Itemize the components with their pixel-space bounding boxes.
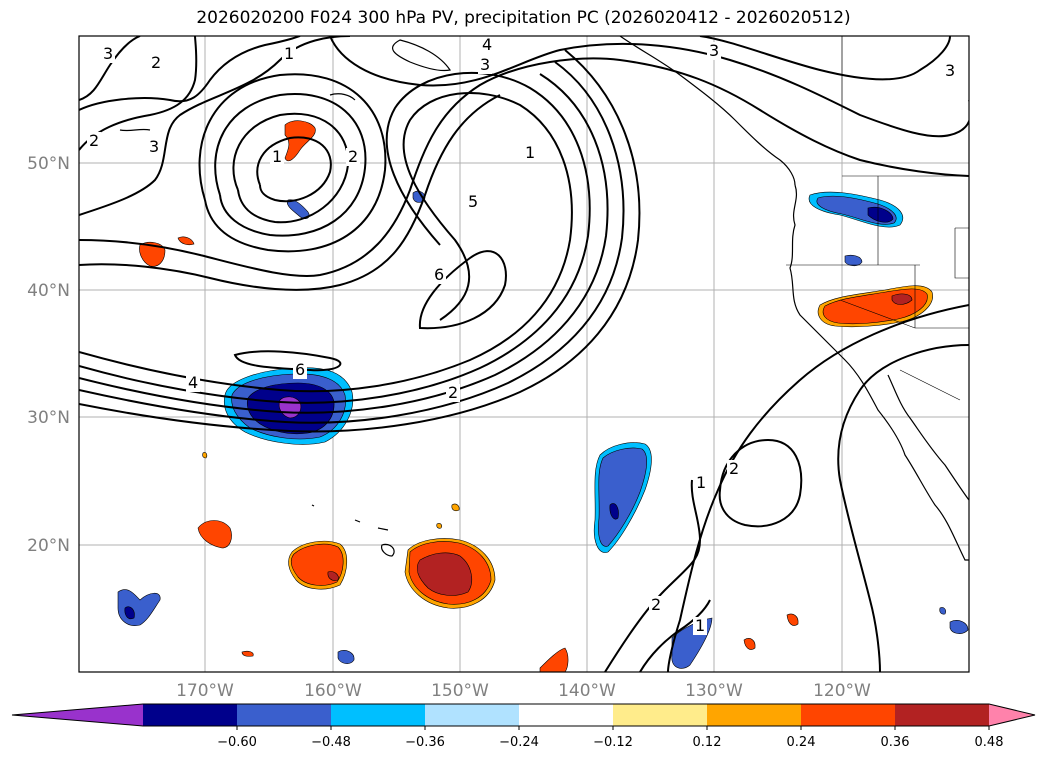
lon-label-140w: 140°W <box>558 681 616 701</box>
colorbar-tick-label: 0.48 <box>975 735 1004 750</box>
longitude-labels: 170°W 160°W 150°W 140°W 130°W 120°W <box>176 681 871 701</box>
colorbar-bin <box>237 704 332 726</box>
precip-positive-areas <box>139 120 933 672</box>
contour-label: 1 <box>696 473 706 492</box>
colorbar-tick-label: 0.24 <box>787 735 816 750</box>
colorbar-extend-max <box>989 704 1035 726</box>
contour-label: 3 <box>103 44 113 63</box>
lon-label-120w: 120°W <box>813 681 871 701</box>
precip-negative-areas <box>117 190 969 669</box>
contour-label: 2 <box>651 595 661 614</box>
contour-label: 1 <box>695 616 705 635</box>
contour-labels: 3 2 1 4 3 3 3 2 3 1 2 <box>87 35 957 635</box>
colorbar-tick-label: −0.24 <box>499 735 539 750</box>
contour-label: 5 <box>468 192 478 211</box>
contour-label: 3 <box>709 41 719 60</box>
contour-label: 3 <box>149 137 159 156</box>
contour-label: 2 <box>729 459 739 478</box>
colorbar-extend-min <box>12 704 143 726</box>
colorbar-tick-label: −0.12 <box>593 735 633 750</box>
colorbar-tick-label: 0.36 <box>881 735 910 750</box>
lon-label-130w: 130°W <box>685 681 743 701</box>
latitude-labels: 50°N 40°N 30°N 20°N <box>27 154 70 556</box>
colorbar-bin <box>613 704 708 726</box>
lon-label-170w: 170°W <box>176 681 234 701</box>
lon-label-150w: 150°W <box>431 681 489 701</box>
contour-label: 3 <box>945 61 955 80</box>
contour-label: 6 <box>295 360 305 379</box>
contour-label: 1 <box>284 44 294 63</box>
contour-label: 4 <box>188 373 198 392</box>
colorbar-tick-label: −0.48 <box>311 735 351 750</box>
colorbar-tick-label: −0.60 <box>217 735 257 750</box>
colorbar-bin <box>707 704 802 726</box>
contour-label: 6 <box>434 265 444 284</box>
contour-label: 2 <box>89 131 99 150</box>
contour-label: 3 <box>480 55 490 74</box>
colorbar-outline <box>11 703 1036 727</box>
political-borders <box>786 36 969 401</box>
lat-label-50n: 50°N <box>27 154 70 174</box>
colorbar-bin <box>801 704 896 726</box>
colorbar-bin <box>519 704 614 726</box>
contour-label: 4 <box>482 35 492 54</box>
lat-label-20n: 20°N <box>27 536 70 556</box>
contour-label: 1 <box>272 147 282 166</box>
contour-label: 1 <box>525 143 535 162</box>
lon-label-160w: 160°W <box>304 681 362 701</box>
colorbar: −0.60 −0.48 −0.36 −0.24 −0.12 0.12 0.24 0.36 0.4… <box>11 703 1036 750</box>
colorbar-bin <box>331 704 426 726</box>
lat-label-40n: 40°N <box>27 281 70 301</box>
colorbar-bin <box>143 704 238 726</box>
contour-label: 2 <box>151 53 161 72</box>
pv-contours <box>79 36 969 672</box>
colorbar-bin <box>425 704 520 726</box>
coastlines <box>119 36 969 561</box>
colorbar-tick-label: 0.12 <box>693 735 722 750</box>
contour-label: 2 <box>448 383 458 402</box>
lat-label-30n: 30°N <box>27 408 70 428</box>
map-panel: 3 2 1 4 3 3 3 2 3 1 2 <box>78 35 970 673</box>
colorbar-tick-label: −0.36 <box>405 735 445 750</box>
map-frame <box>78 35 970 673</box>
contour-label: 2 <box>348 147 358 166</box>
colorbar-bin <box>895 704 990 726</box>
map-title: 2026020200 F024 300 hPa PV, precipitatio… <box>196 8 851 28</box>
